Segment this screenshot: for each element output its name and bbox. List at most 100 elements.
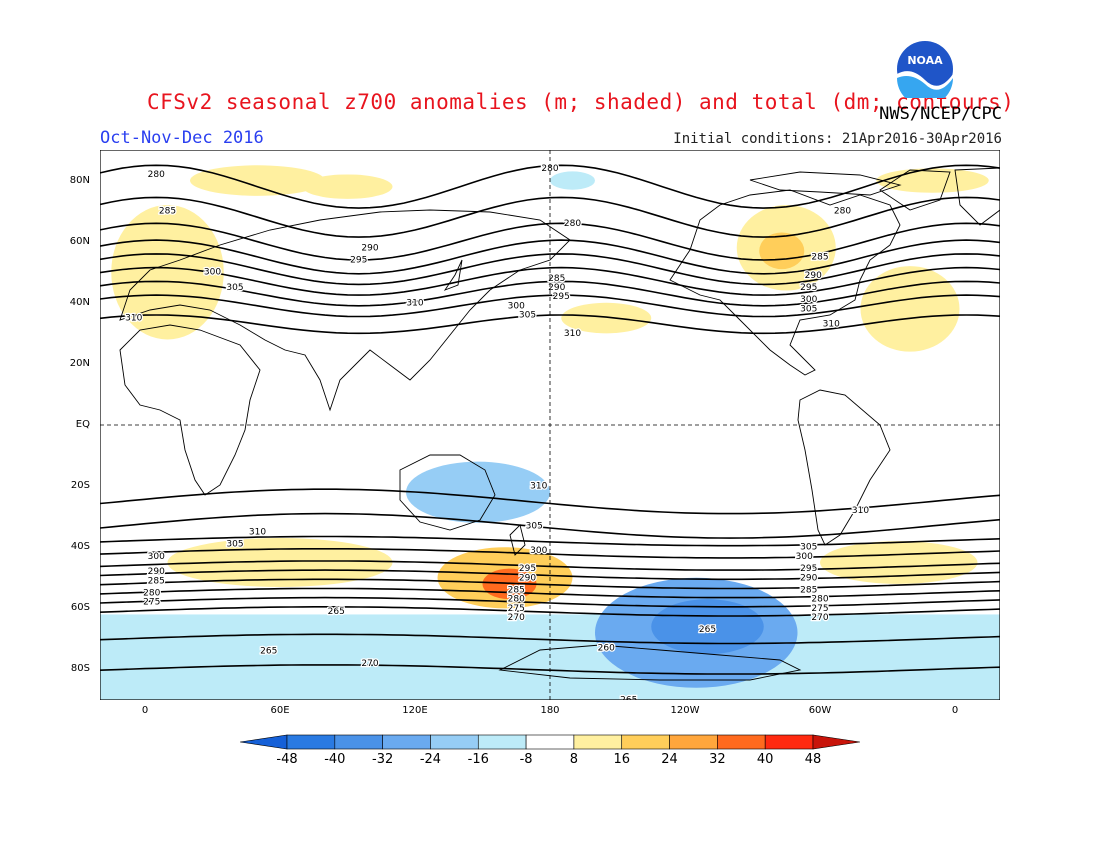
contour-label: 305 <box>800 304 817 314</box>
colorbar <box>240 734 860 750</box>
contour-label: 280 <box>541 164 558 174</box>
latitude-label: 60N <box>69 235 90 247</box>
colorbar-tick-label: -16 <box>467 752 489 767</box>
colorbar-segment <box>717 734 766 750</box>
contour-label: 275 <box>508 604 525 614</box>
colorbar-segment <box>764 734 814 750</box>
colorbar-segment <box>477 734 527 750</box>
contour-label: 300 <box>508 301 525 311</box>
longitude-label: 60W <box>808 705 832 716</box>
contour-line-nh <box>100 294 1000 318</box>
contour-line-nh <box>100 253 1000 286</box>
contour-label: 285 <box>508 586 525 596</box>
contour-line-sh <box>100 633 1000 645</box>
colorbar-tick-label: 40 <box>756 752 774 767</box>
contour-label: 285 <box>148 576 165 586</box>
colorbar-tick-label: 16 <box>613 752 630 767</box>
colorbar-segment <box>430 734 479 750</box>
contour-label: 290 <box>361 243 378 253</box>
contour-label: 305 <box>800 543 817 553</box>
longitude-label: 120W <box>670 705 700 716</box>
contour-label: 300 <box>204 268 221 278</box>
latitude-label: 40N <box>69 296 90 308</box>
colorbar-segment <box>573 734 623 750</box>
latitude-label: 80N <box>69 174 90 186</box>
contour-label: 295 <box>519 564 536 574</box>
longitude-label: 0 <box>951 705 959 716</box>
colorbar-arrow-left <box>240 734 288 750</box>
colorbar-segment <box>334 734 383 750</box>
contour-line-nh <box>100 196 1000 238</box>
contour-labels: 2802852902953003053103102802802852902953… <box>124 163 871 701</box>
longitude-label: 60E <box>270 705 290 716</box>
initial-conditions-label: Initial conditions: 21Apr2016-30Apr2016 <box>673 131 1002 147</box>
longitude-label: 180 <box>540 705 560 716</box>
colorbar-segment <box>382 734 431 750</box>
contour-label: 265 <box>260 647 277 657</box>
colorbar-tick-label: -32 <box>372 752 394 767</box>
logo-text: NOAA <box>907 54 943 67</box>
contour-label: 265 <box>328 607 345 617</box>
contour-label: 290 <box>548 283 565 293</box>
contour-label: 285 <box>811 252 828 262</box>
latitude-label: EQ <box>75 419 90 430</box>
colorbar-tick-label: 24 <box>661 752 678 767</box>
contour-label: 290 <box>805 271 822 281</box>
contour-line-nh <box>100 239 1000 275</box>
contour-label: 290 <box>519 573 536 583</box>
contour-label: 280 <box>148 170 165 180</box>
contour-line-sh <box>100 535 1000 547</box>
latitude-label: 40S <box>70 541 90 553</box>
credit-label: NWS/NCEP/CPC <box>879 104 1002 124</box>
contour-label: 290 <box>148 567 165 577</box>
colorbar-segment <box>669 734 718 750</box>
contour-label: 310 <box>852 506 869 516</box>
contour-line-nh <box>100 314 1000 335</box>
reference-lines <box>100 150 1000 700</box>
contour-line-sh <box>100 596 1000 608</box>
contour-label: 300 <box>148 552 165 562</box>
contour-line-nh <box>100 266 1000 296</box>
contour-label: 270 <box>811 613 828 623</box>
anomaly-shading <box>100 165 1000 700</box>
contour-label: 280 <box>143 589 160 599</box>
contour-label: 285 <box>800 586 817 596</box>
latitude-label: 60S <box>70 602 90 614</box>
contour-label: 270 <box>361 659 378 669</box>
anomaly-region-pos24 <box>759 232 805 270</box>
map-title: CFSv2 seasonal z700 anomalies (m; shaded… <box>147 90 1015 114</box>
latitude-label: 20N <box>69 357 90 369</box>
longitude-label: 120E <box>402 705 428 716</box>
anomaly-region-pos16 <box>111 205 224 340</box>
anomaly-region-neg16 <box>406 461 550 523</box>
anomaly-region-pos16 <box>190 165 325 196</box>
colorbar-tick-label: -48 <box>276 752 298 767</box>
longitude-label: 0 <box>141 705 149 716</box>
anomaly-region-pos16 <box>561 302 652 334</box>
contour-label: 305 <box>526 521 543 531</box>
contour-label: 310 <box>530 482 547 492</box>
noaa-logo-icon: NOAA <box>897 41 953 98</box>
contour-label: 265 <box>620 696 637 701</box>
latitude-label: 20S <box>70 480 90 492</box>
contour-label: 310 <box>564 329 581 339</box>
contour-label: 280 <box>564 219 581 229</box>
anomaly-region-pos16 <box>302 174 393 199</box>
colorbar-tick-label: -8 <box>519 752 533 767</box>
contour-label: 310 <box>823 320 840 330</box>
contour-label: 310 <box>125 314 142 324</box>
contour-label: 275 <box>811 604 828 614</box>
anomaly-region-neg32 <box>651 599 764 655</box>
contour-label: 285 <box>548 274 565 284</box>
anomaly-region-pos16 <box>860 266 960 352</box>
contour-label: 300 <box>796 552 813 562</box>
contour-label: 265 <box>699 625 716 635</box>
contour-line-sh <box>100 548 1000 559</box>
contour-label: 285 <box>159 207 176 217</box>
contour-label: 275 <box>143 598 160 608</box>
contour-label: 310 <box>249 527 266 537</box>
colorbar-tick-label: -40 <box>324 752 346 767</box>
anomaly-region-neg8 <box>550 171 595 190</box>
contour-label: 300 <box>800 295 817 305</box>
contour-line-nh <box>100 280 1000 307</box>
